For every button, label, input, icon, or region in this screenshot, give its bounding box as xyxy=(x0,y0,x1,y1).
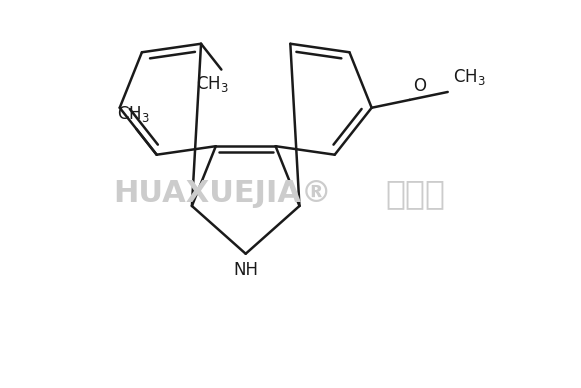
Text: CH$_3$: CH$_3$ xyxy=(117,104,150,124)
Text: NH: NH xyxy=(233,261,258,279)
Text: 化学加: 化学加 xyxy=(385,177,446,211)
Text: O: O xyxy=(413,77,426,95)
Text: CH$_3$: CH$_3$ xyxy=(453,67,485,87)
Text: HUAXUEJIA®: HUAXUEJIA® xyxy=(113,180,332,208)
Text: CH$_3$: CH$_3$ xyxy=(196,74,229,94)
